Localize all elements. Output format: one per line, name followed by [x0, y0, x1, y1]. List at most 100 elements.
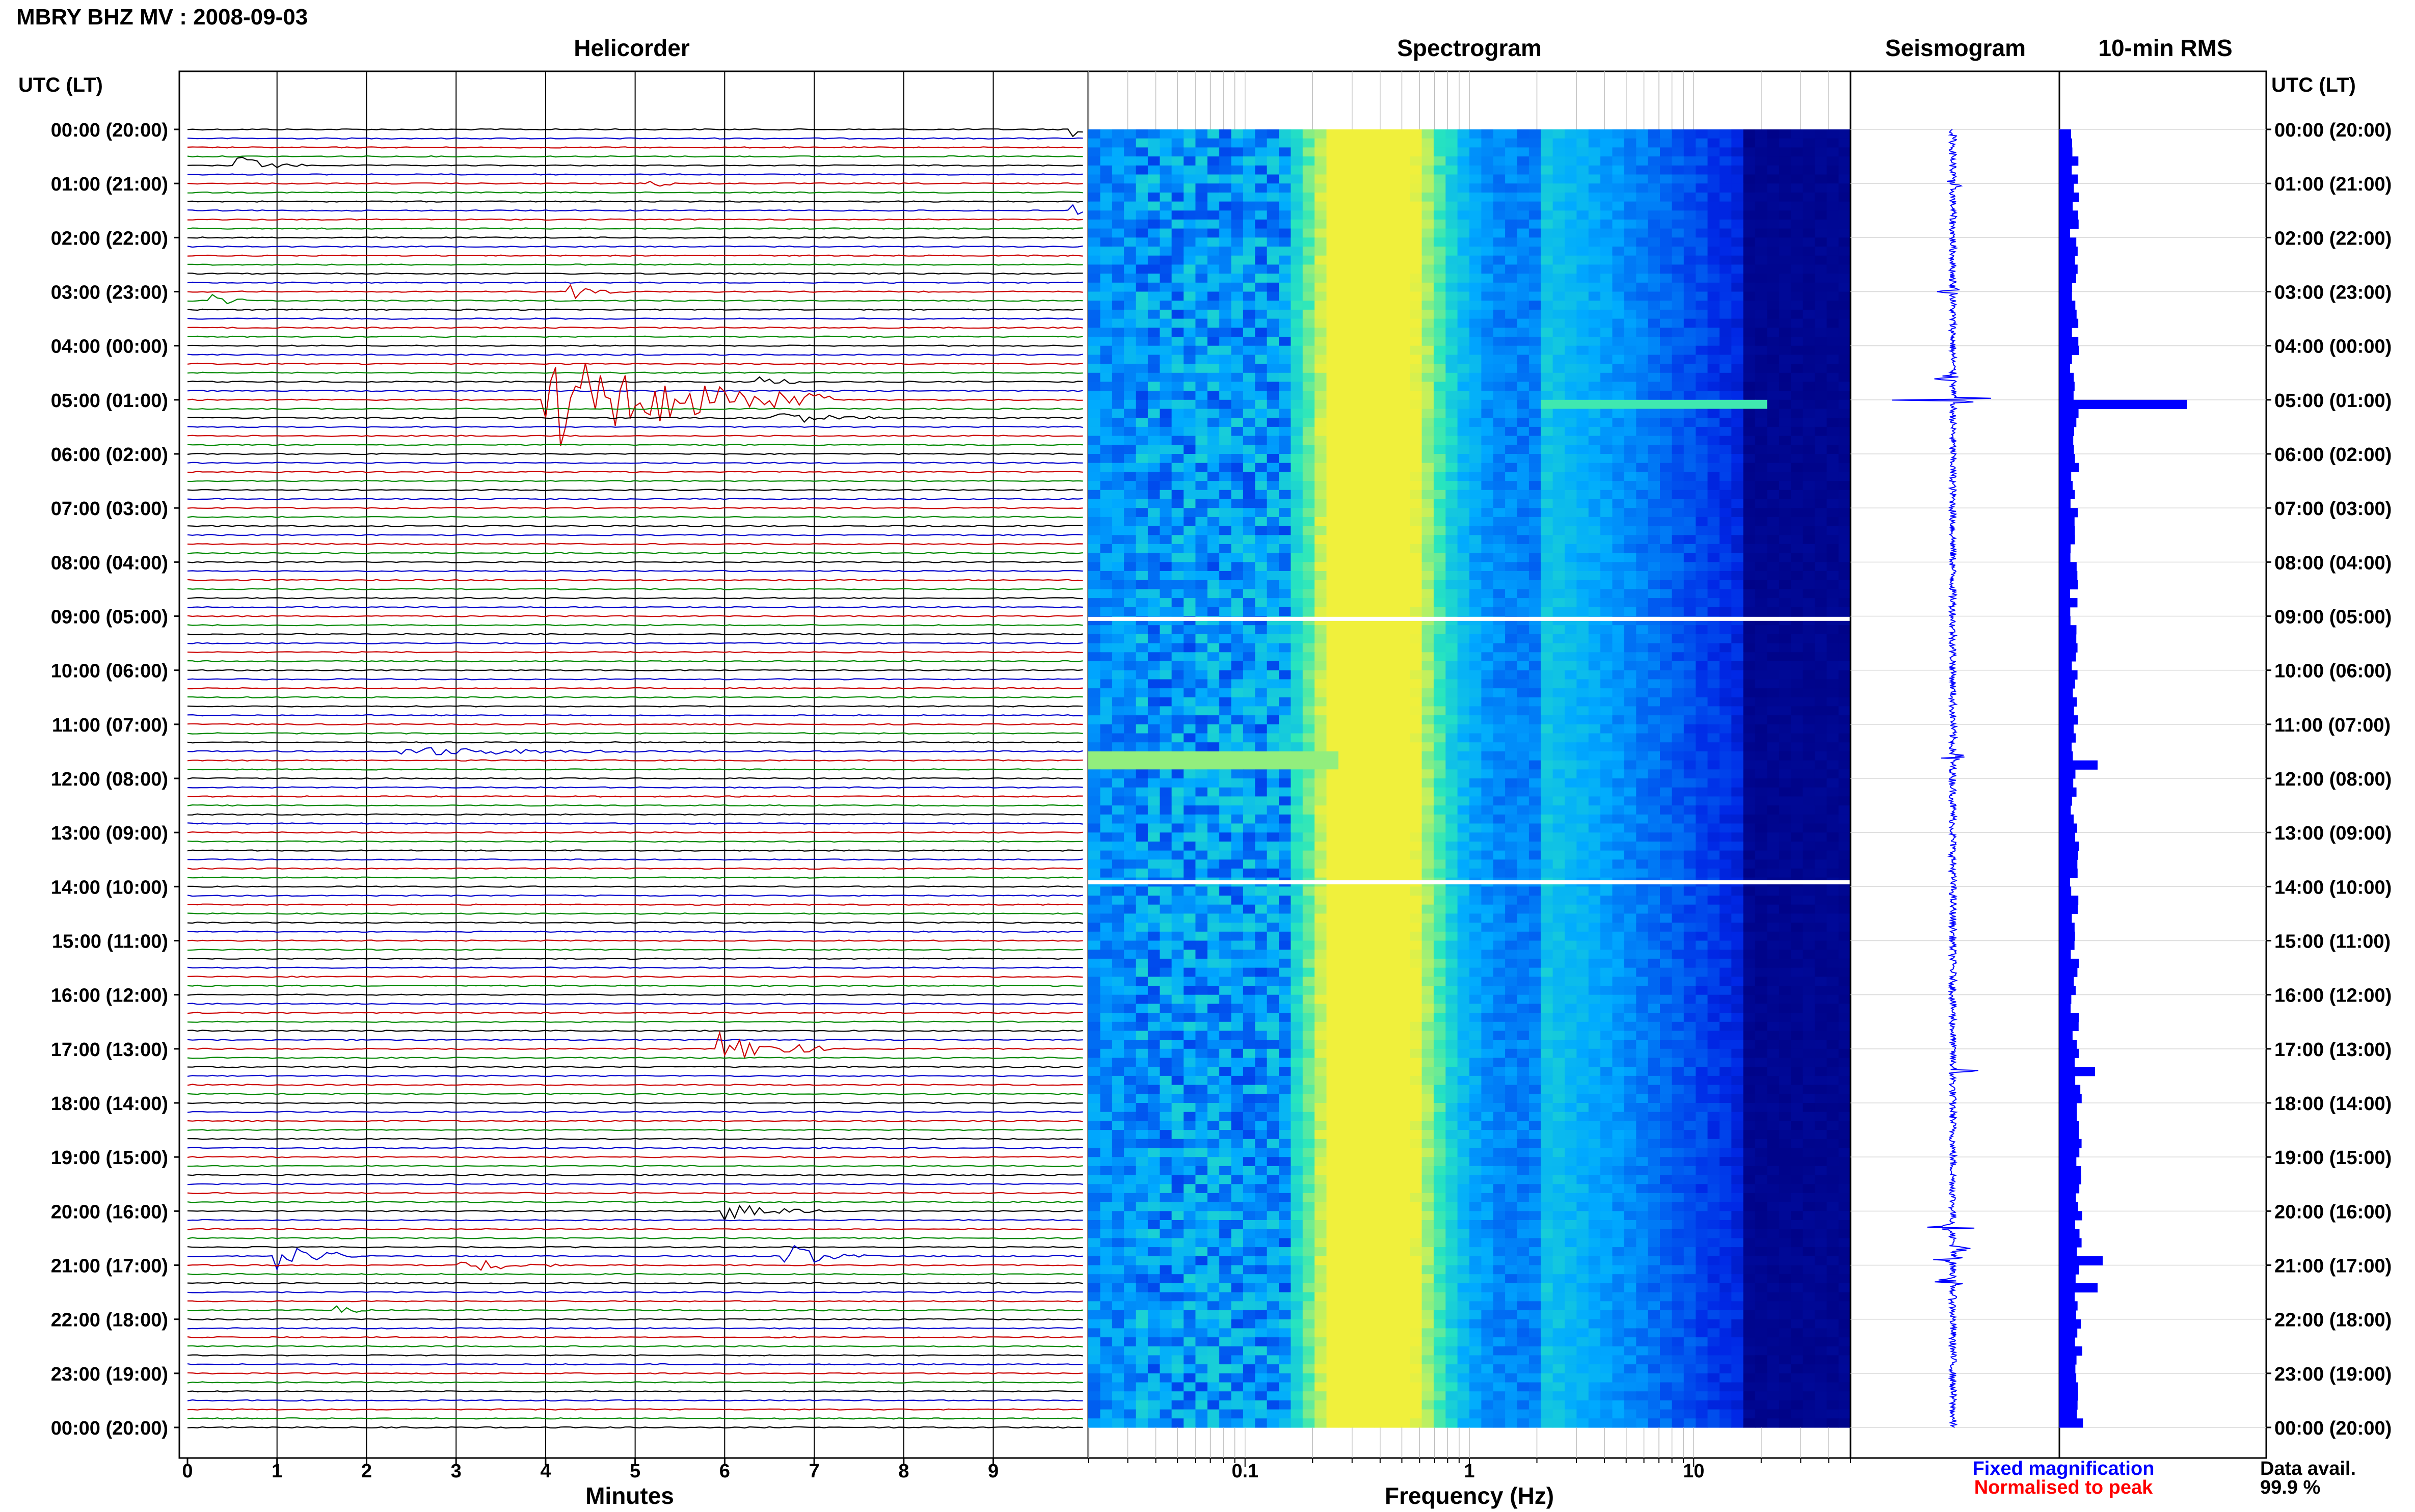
spectrogram-cell	[1088, 679, 1101, 688]
spectrogram-cell	[1493, 571, 1506, 580]
spectrogram-cell	[1636, 292, 1648, 301]
spectrogram-cell	[1541, 508, 1553, 517]
spectrogram-cell	[1303, 571, 1315, 580]
spectrogram-cell	[1434, 156, 1446, 166]
spectrogram-cell	[1743, 535, 1756, 544]
spectrogram-cell	[1219, 769, 1231, 778]
spectrogram-cell	[1100, 274, 1112, 283]
spectrogram-cell	[1231, 607, 1244, 616]
spectrogram-cell	[1529, 202, 1541, 211]
spectrogram-cell	[1314, 364, 1327, 373]
spectrogram-cell	[1303, 319, 1315, 328]
spectrogram-cell	[1779, 292, 1791, 301]
spectrogram-cell	[1422, 247, 1434, 256]
spectrogram-cell	[1731, 562, 1743, 571]
spectrogram-cell	[1088, 490, 1101, 499]
spectrogram-cell	[1636, 355, 1648, 364]
spectrogram-cell	[1350, 796, 1362, 805]
spectrogram-cell	[1219, 526, 1231, 535]
spectrogram-cell	[1100, 553, 1112, 562]
spectrogram-cell	[1731, 490, 1743, 499]
spectrogram-cell	[1803, 778, 1815, 788]
spectrogram-cell	[1529, 292, 1541, 301]
spectrogram-cell	[1160, 634, 1172, 643]
spectrogram-cell	[1136, 256, 1148, 265]
spectrogram-cell	[1803, 562, 1815, 571]
spectrogram-cell	[1624, 418, 1636, 427]
spectrogram-cell	[1505, 373, 1517, 382]
spectrogram-cell	[1839, 436, 1851, 445]
spectrogram-cell	[1255, 319, 1267, 328]
spectrogram-cell	[1565, 274, 1577, 283]
spectrogram-cell	[1445, 625, 1458, 634]
spectrogram-cell	[1279, 562, 1291, 571]
spectrogram-cell	[1755, 788, 1767, 797]
spectrogram-cell	[1398, 229, 1410, 238]
spectrogram-cell	[1755, 445, 1767, 454]
spectrogram-cell	[1696, 247, 1708, 256]
spectrogram-cell	[1517, 364, 1530, 373]
spectrogram-cell	[1731, 139, 1743, 148]
spectrogram-cell	[1553, 283, 1565, 292]
spectrogram-cell	[1767, 454, 1779, 463]
spectrogram-cell	[1541, 607, 1553, 616]
spectrogram-cell	[1267, 418, 1279, 427]
spectrogram-cell	[1279, 292, 1291, 301]
spectrogram-cell	[1291, 247, 1303, 256]
spectrogram-cell	[1124, 769, 1136, 778]
spectrogram-cell	[1410, 580, 1422, 589]
spectrogram-cell	[1815, 679, 1827, 688]
spectrogram-cell	[1279, 517, 1291, 526]
spectrogram-cell	[1267, 220, 1279, 229]
spectrogram-cell	[1672, 661, 1684, 670]
spectrogram-cell	[1684, 147, 1696, 156]
spectrogram-cell	[1672, 481, 1684, 490]
spectrogram-cell	[1767, 436, 1779, 445]
spectrogram-cell	[1088, 274, 1101, 283]
spectrogram-cell	[1815, 202, 1827, 211]
spectrogram-cell	[1255, 688, 1267, 697]
spectrogram-cell	[1303, 734, 1315, 743]
spectrogram-cell	[1327, 517, 1339, 526]
spectrogram-cell	[1314, 508, 1327, 517]
spectrogram-cell	[1100, 156, 1112, 166]
spectrogram-cell	[1327, 670, 1339, 680]
spectrogram-cell	[1338, 391, 1351, 400]
spectrogram-cell	[1815, 256, 1827, 265]
spectrogram-cell	[1195, 256, 1208, 265]
spectrogram-cell	[1708, 751, 1720, 761]
spectrogram-cell	[1291, 175, 1303, 184]
spectrogram-cell	[1505, 229, 1517, 238]
spectrogram-cell	[1767, 679, 1779, 688]
spectrogram-cell	[1505, 355, 1517, 364]
spectrogram-cell	[1708, 778, 1720, 788]
spectrogram-cell	[1684, 220, 1696, 229]
spectrogram-cell	[1803, 463, 1815, 472]
spectrogram-cell	[1636, 761, 1648, 770]
spectrogram-cell	[1291, 220, 1303, 229]
spectrogram-cell	[1338, 409, 1351, 418]
spectrogram-cell	[1303, 292, 1315, 301]
spectrogram-cell	[1469, 310, 1482, 319]
spectrogram-cell	[1481, 256, 1493, 265]
spectrogram-cell	[1672, 328, 1684, 337]
spectrogram-cell	[1279, 247, 1291, 256]
spectrogram-cell	[1267, 562, 1279, 571]
spectrogram-cell	[1124, 508, 1136, 517]
spectrogram-cell	[1148, 283, 1160, 292]
spectrogram-cell	[1327, 553, 1339, 562]
spectrogram-cell	[1684, 643, 1696, 653]
spectrogram-cell	[1648, 625, 1660, 634]
spectrogram-cell	[1565, 788, 1577, 797]
spectrogram-cell	[1100, 373, 1112, 382]
spectrogram-cell	[1458, 400, 1470, 409]
spectrogram-cell	[1445, 598, 1458, 607]
spectrogram-cell	[1434, 382, 1446, 391]
spectrogram-cell	[1219, 481, 1231, 490]
spectrogram-cell	[1338, 310, 1351, 319]
spectrogram-cell	[1314, 607, 1327, 616]
spectrogram-cell	[1791, 697, 1803, 707]
spectrogram-cell	[1648, 264, 1660, 274]
spectrogram-cell	[1458, 517, 1470, 526]
spectrogram-cell	[1422, 553, 1434, 562]
